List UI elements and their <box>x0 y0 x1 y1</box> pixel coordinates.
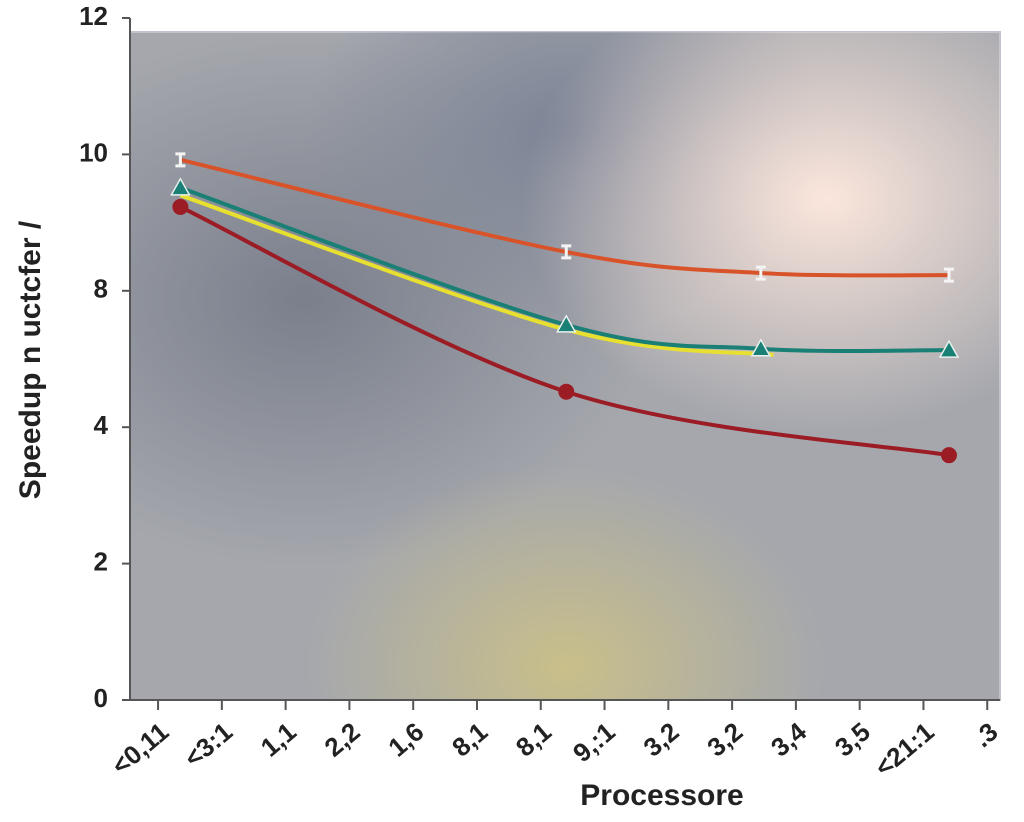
x-tick-label: <21:1 <box>869 716 940 782</box>
y-tick-label: 4 <box>94 410 109 440</box>
y-tick-label: 2 <box>94 546 108 576</box>
x-tick-label: .3 <box>968 716 1004 753</box>
marker <box>943 267 954 283</box>
series-line <box>179 193 774 357</box>
marker <box>175 152 186 168</box>
y-tick-label: 0 <box>94 683 108 713</box>
marker <box>561 244 572 260</box>
x-tick-label: 3,4 <box>765 716 812 763</box>
series-line <box>179 157 949 278</box>
marker <box>170 177 191 196</box>
y-tick-label: 10 <box>79 137 108 167</box>
x-axis-label: Processore <box>580 779 743 812</box>
x-tick-label: 2,2 <box>319 716 366 762</box>
marker <box>558 383 575 400</box>
y-tick-label: 12 <box>79 1 108 31</box>
x-tick-label: 3,2 <box>701 716 748 762</box>
marker <box>172 198 189 215</box>
x-tick-label: 3,5 <box>829 716 876 762</box>
marker <box>555 314 577 333</box>
series-line <box>179 185 949 354</box>
x-tick-label: 1,1 <box>255 716 302 762</box>
y-axis-label: Speedup n uctcfer / <box>14 220 47 499</box>
marker <box>938 339 960 358</box>
x-tick-label: 1,6 <box>382 716 429 762</box>
x-tick-label: 3,2 <box>638 716 685 762</box>
y-tick-label: 8 <box>94 274 108 304</box>
x-tick-label: 8,1 <box>510 716 557 762</box>
x-tick-label: <3:1 <box>178 716 238 773</box>
x-tick-label: <0,11 <box>106 716 175 780</box>
marker <box>940 447 957 464</box>
marker <box>750 338 772 357</box>
x-tick-label: 9,:1 <box>567 716 621 768</box>
plot-background <box>129 31 1001 701</box>
x-tick-label: 8,1 <box>446 716 493 762</box>
marker <box>755 265 766 281</box>
